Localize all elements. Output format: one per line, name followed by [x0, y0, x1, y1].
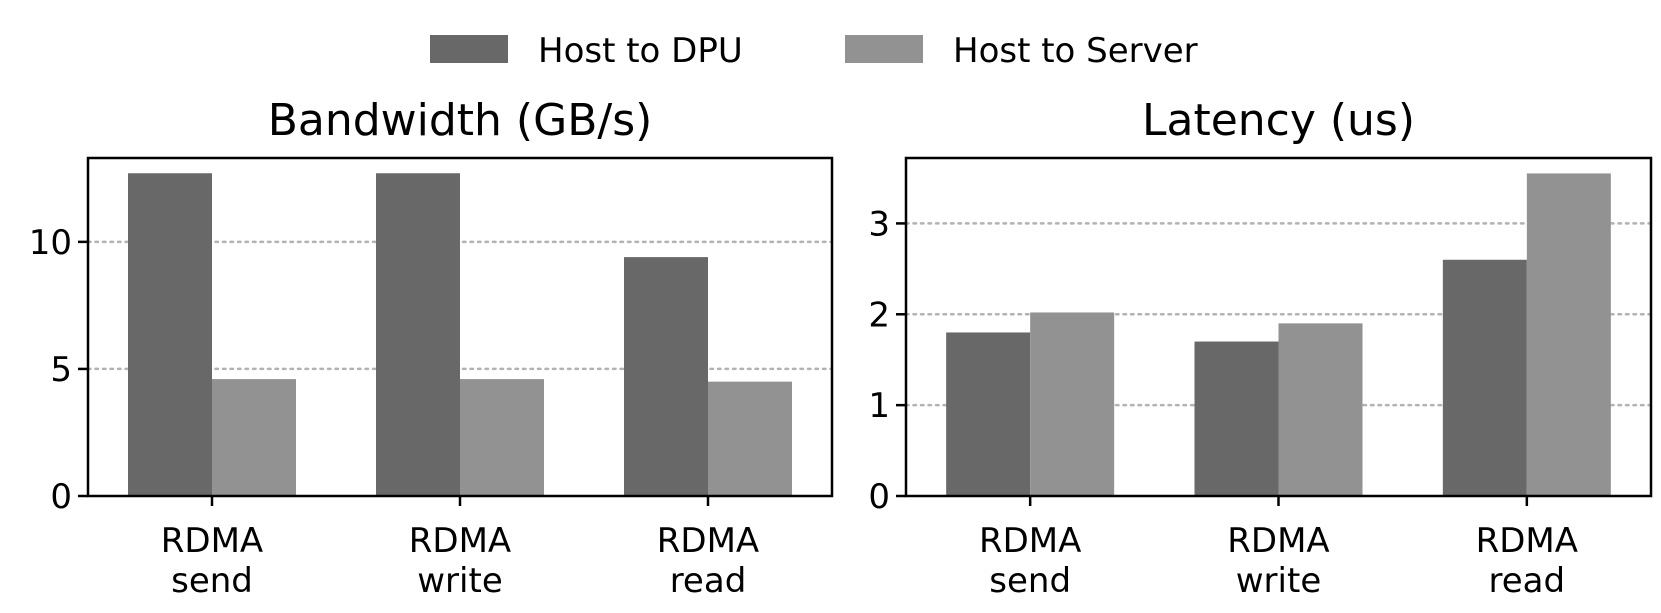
bandwidth-bar-host-to-server-rdma-read [708, 381, 792, 496]
bandwidth-bar-host-to-server-rdma-send [212, 379, 296, 496]
latency-ytick-label-0: 0 [868, 477, 890, 517]
bandwidth-bar-host-to-dpu-rdma-write [376, 173, 460, 497]
latency-ytick-label-2: 2 [868, 295, 890, 335]
bandwidth-ytick-label-10: 10 [29, 223, 72, 263]
legend: Host to DPU Host to Server [430, 31, 1198, 71]
bandwidth-xtick-label-rdma-write: RDMA write [409, 521, 511, 601]
latency-bar-host-to-server-rdma-write [1278, 323, 1363, 496]
latency-bar-host-to-dpu-rdma-read [1442, 259, 1527, 496]
latency-ytick-label-1: 1 [868, 386, 890, 426]
bandwidth-ytick-label-5: 5 [50, 350, 72, 390]
legend-label-host-to-server: Host to Server [953, 31, 1198, 71]
bandwidth-xtick-label-rdma-read: RDMA read [657, 521, 759, 601]
bandwidth-bar-host-to-server-rdma-write [460, 379, 544, 496]
latency-bar-host-to-dpu-rdma-write [1194, 341, 1279, 496]
latency-title: Latency (us) [1142, 95, 1415, 146]
latency-xtick-label-rdma-write: RDMA write [1227, 521, 1329, 601]
latency-panel: Latency (us) 0 1 2 3 RDMA send RDMA write RDMA rea… [868, 95, 1653, 601]
latency-bar-host-to-dpu-rdma-send [946, 332, 1031, 496]
latency-bar-host-to-server-rdma-send [1030, 312, 1115, 496]
bandwidth-bar-host-to-dpu-rdma-send [128, 173, 212, 497]
legend-swatch-host-to-dpu [430, 35, 508, 63]
bandwidth-ytick-label-0: 0 [50, 477, 72, 517]
legend-label-host-to-dpu: Host to DPU [538, 31, 743, 71]
legend-swatch-host-to-server [845, 35, 923, 63]
bandwidth-xtick-label-rdma-send: RDMA send [161, 521, 263, 601]
latency-ytick-label-3: 3 [868, 204, 890, 244]
bandwidth-panel: Bandwidth (GB/s) 0 5 10 RDMA send RDMA write RDM… [29, 95, 834, 601]
latency-xtick-label-rdma-send: RDMA send [979, 521, 1081, 601]
bandwidth-title: Bandwidth (GB/s) [268, 95, 653, 146]
latency-bar-host-to-server-rdma-read [1526, 173, 1611, 497]
latency-xtick-label-rdma-read: RDMA read [1476, 521, 1578, 601]
bandwidth-bar-host-to-dpu-rdma-read [624, 257, 708, 496]
